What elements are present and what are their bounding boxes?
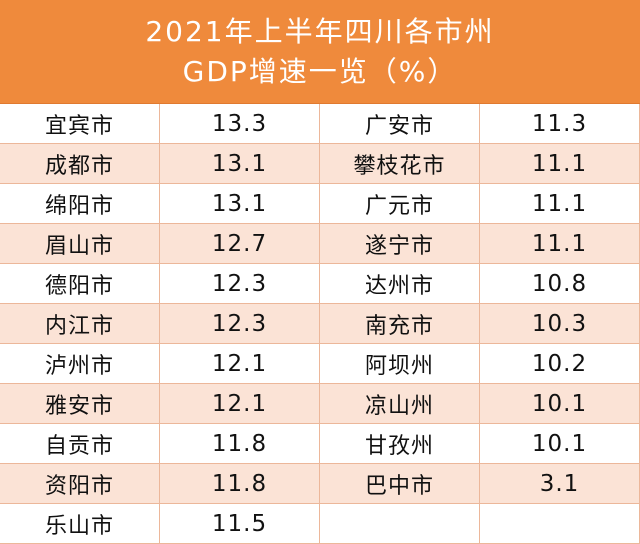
table-row: 雅安市 12.1 凉山州 10.1 <box>0 384 640 424</box>
city-name: 遂宁市 <box>320 224 480 263</box>
city-name: 成都市 <box>0 144 160 183</box>
gdp-growth: 11.3 <box>480 104 640 143</box>
gdp-growth: 13.1 <box>160 184 320 223</box>
gdp-growth: 3.1 <box>480 464 640 503</box>
city-name: 攀枝花市 <box>320 144 480 183</box>
gdp-growth: 10.2 <box>480 344 640 383</box>
city-name: 自贡市 <box>0 424 160 463</box>
gdp-growth: 13.3 <box>160 104 320 143</box>
table-row: 内江市 12.3 南充市 10.3 <box>0 304 640 344</box>
table: 宜宾市 13.3 广安市 11.3 成都市 13.1 攀枝花市 11.1 绵阳市 13.1 广元市 1… <box>0 104 640 544</box>
table-row: 乐山市 11.5 <box>0 504 640 544</box>
gdp-growth: 13.1 <box>160 144 320 183</box>
city-name: 资阳市 <box>0 464 160 503</box>
city-name: 南充市 <box>320 304 480 343</box>
gdp-growth: 11.8 <box>160 464 320 503</box>
gdp-growth: 11.1 <box>480 184 640 223</box>
gdp-growth: 11.1 <box>480 144 640 183</box>
city-name: 泸州市 <box>0 344 160 383</box>
city-name: 宜宾市 <box>0 104 160 143</box>
table-row: 眉山市 12.7 遂宁市 11.1 <box>0 224 640 264</box>
table-row: 资阳市 11.8 巴中市 3.1 <box>0 464 640 504</box>
gdp-growth: 12.7 <box>160 224 320 263</box>
table-row: 宜宾市 13.3 广安市 11.3 <box>0 104 640 144</box>
city-name: 广元市 <box>320 184 480 223</box>
table-row: 自贡市 11.8 甘孜州 10.1 <box>0 424 640 464</box>
table-row: 绵阳市 13.1 广元市 11.1 <box>0 184 640 224</box>
gdp-growth: 10.1 <box>480 424 640 463</box>
city-name: 眉山市 <box>0 224 160 263</box>
empty-cell <box>320 504 480 543</box>
gdp-growth: 12.1 <box>160 384 320 423</box>
gdp-growth: 10.3 <box>480 304 640 343</box>
city-name: 广安市 <box>320 104 480 143</box>
city-name: 凉山州 <box>320 384 480 423</box>
title-line: 2021年上半年四川各市州 <box>145 14 495 48</box>
empty-cell <box>480 504 640 543</box>
gdp-growth: 10.8 <box>480 264 640 303</box>
gdp-growth: 12.3 <box>160 304 320 343</box>
gdp-growth: 10.1 <box>480 384 640 423</box>
city-name: 阿坝州 <box>320 344 480 383</box>
header: 2021年上半年四川各市州 GDP增速一览（%） <box>0 0 640 104</box>
city-name: 巴中市 <box>320 464 480 503</box>
title-line: GDP增速一览（%） <box>182 54 458 88</box>
table-row: 成都市 13.1 攀枝花市 11.1 <box>0 144 640 184</box>
city-name: 德阳市 <box>0 264 160 303</box>
table-row: 泸州市 12.1 阿坝州 10.2 <box>0 344 640 384</box>
city-name: 内江市 <box>0 304 160 343</box>
table-row: 德阳市 12.3 达州市 10.8 <box>0 264 640 304</box>
gdp-growth: 12.3 <box>160 264 320 303</box>
gdp-growth: 11.8 <box>160 424 320 463</box>
city-name: 绵阳市 <box>0 184 160 223</box>
city-name: 达州市 <box>320 264 480 303</box>
city-name: 乐山市 <box>0 504 160 543</box>
gdp-growth: 11.1 <box>480 224 640 263</box>
gdp-growth: 12.1 <box>160 344 320 383</box>
city-name: 甘孜州 <box>320 424 480 463</box>
city-name: 雅安市 <box>0 384 160 423</box>
gdp-growth: 11.5 <box>160 504 320 543</box>
